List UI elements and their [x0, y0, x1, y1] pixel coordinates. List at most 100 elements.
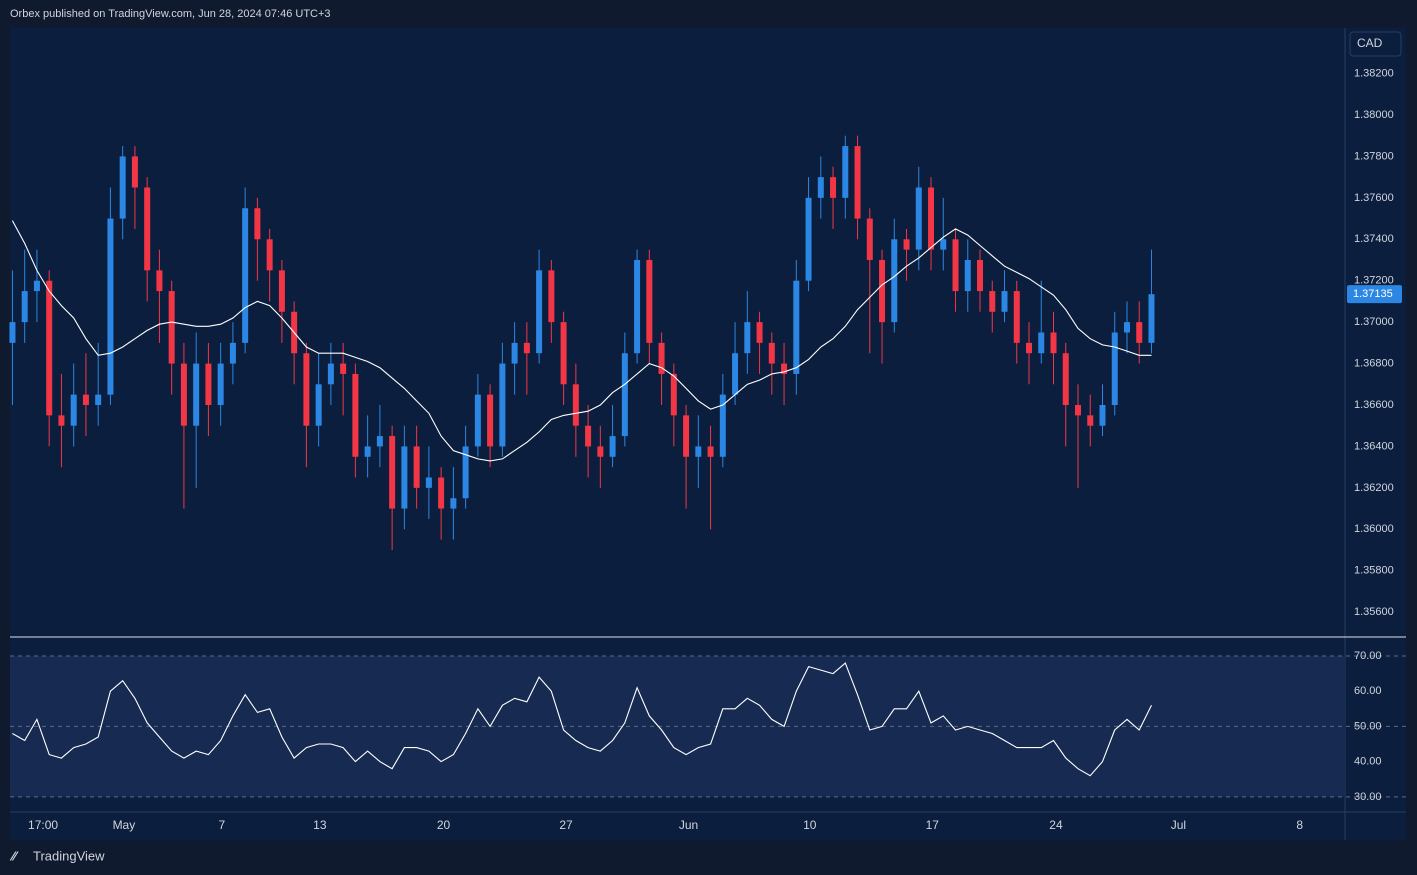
candle-body	[511, 342, 518, 364]
candle-body	[46, 280, 53, 416]
x-tick-label: 27	[559, 818, 573, 832]
candle-body	[364, 446, 371, 457]
candle-body	[58, 415, 65, 426]
candle-body	[217, 363, 224, 405]
candle-body	[866, 218, 873, 260]
candle-body	[609, 436, 616, 457]
candle-body	[193, 363, 200, 426]
candle-body	[1136, 322, 1143, 343]
y-tick-label: 1.37600	[1354, 192, 1394, 204]
candle-body	[646, 260, 653, 343]
candle-body	[1062, 353, 1069, 405]
y-tick-label: 40.00	[1354, 756, 1382, 768]
candle-body	[376, 436, 383, 447]
candle-body	[180, 363, 187, 426]
currency-box	[1349, 31, 1402, 57]
candle-body	[732, 353, 739, 395]
y-tick-label: 1.37000	[1354, 316, 1394, 328]
candle-body	[707, 446, 714, 457]
candle-body	[989, 291, 996, 312]
candle-body	[621, 353, 628, 437]
candle-body	[879, 260, 886, 323]
y-tick-label: 1.37800	[1354, 150, 1394, 162]
candle-body	[315, 384, 322, 426]
x-tick-label: 13	[313, 818, 327, 832]
candle-body	[683, 415, 690, 457]
candle-body	[70, 394, 77, 426]
candle-body	[756, 322, 763, 343]
candle-body	[144, 187, 151, 271]
y-tick-label: 1.38200	[1354, 67, 1394, 79]
candle-body	[438, 477, 445, 509]
candle-body	[131, 156, 138, 188]
moving-average	[11, 220, 1152, 462]
x-tick-label: 20	[437, 818, 451, 832]
candle-body	[585, 425, 592, 447]
x-tick-label: 24	[1049, 818, 1063, 832]
candle-body	[842, 146, 849, 198]
candle-body	[781, 363, 788, 374]
footer: TradingView	[33, 848, 105, 863]
candle-body	[9, 322, 16, 343]
candle-body	[254, 208, 261, 240]
x-tick-label: 7	[219, 818, 226, 832]
candle-body	[903, 239, 910, 250]
candle-body	[95, 394, 102, 405]
candle-body	[327, 363, 334, 385]
candle-body	[1075, 405, 1081, 416]
candle-body	[891, 239, 898, 323]
x-tick-label: 10	[803, 818, 817, 832]
candle-body	[744, 322, 751, 354]
candle-body	[830, 177, 837, 198]
y-tick-label: 50.00	[1354, 720, 1382, 732]
candle-body	[1050, 332, 1057, 354]
y-tick-label: 70.00	[1354, 650, 1382, 662]
candle-body	[352, 373, 359, 457]
y-tick-label: 30.00	[1354, 791, 1382, 803]
x-tick-label: 8	[1296, 818, 1303, 832]
candle-body	[560, 322, 567, 385]
candle-body	[450, 498, 457, 509]
y-tick-label: 1.35800	[1354, 565, 1394, 577]
candle-body	[523, 342, 530, 354]
y-tick-label: 60.00	[1354, 685, 1382, 697]
x-tick-label: Jun	[679, 818, 698, 832]
logo-icon: ⁄⁄	[9, 848, 19, 863]
y-tick-label: 1.38000	[1354, 109, 1394, 121]
candle-body	[168, 291, 175, 364]
x-tick-label: 17	[926, 818, 940, 832]
candle-body	[82, 394, 89, 405]
candle-body	[597, 446, 604, 457]
candle-body	[266, 239, 273, 271]
candle-body	[952, 239, 959, 292]
candle-body	[487, 394, 494, 447]
candle-body	[1123, 322, 1130, 333]
y-tick-label: 1.36600	[1354, 399, 1394, 411]
candle-body	[928, 187, 935, 250]
candle-body	[242, 208, 249, 343]
candle-body	[340, 363, 347, 374]
candle-body	[1013, 291, 1020, 343]
x-tick-label: May	[113, 818, 136, 832]
candle-body	[1087, 415, 1094, 426]
candle-body	[915, 187, 922, 250]
candle-body	[401, 446, 408, 509]
y-tick-label: 1.36000	[1354, 523, 1394, 535]
candle-body	[964, 260, 971, 292]
candle-body	[278, 270, 285, 312]
currency: CAD	[1357, 36, 1383, 50]
candle-body	[768, 342, 775, 364]
candle-body	[1038, 332, 1045, 354]
price-tag-label: 1.37135	[1353, 288, 1393, 300]
candle-body	[462, 446, 469, 499]
y-tick-label: 1.36800	[1354, 357, 1394, 369]
candle-body	[793, 280, 800, 374]
candle-body	[499, 363, 506, 447]
candle-body	[854, 146, 861, 219]
candle-body	[413, 446, 420, 488]
candle-body	[1026, 342, 1033, 354]
header: Orbex published on TradingView.com, Jun …	[10, 8, 331, 20]
x-tick-label: 17:00	[28, 818, 58, 832]
y-tick-label: 1.36400	[1354, 440, 1394, 452]
